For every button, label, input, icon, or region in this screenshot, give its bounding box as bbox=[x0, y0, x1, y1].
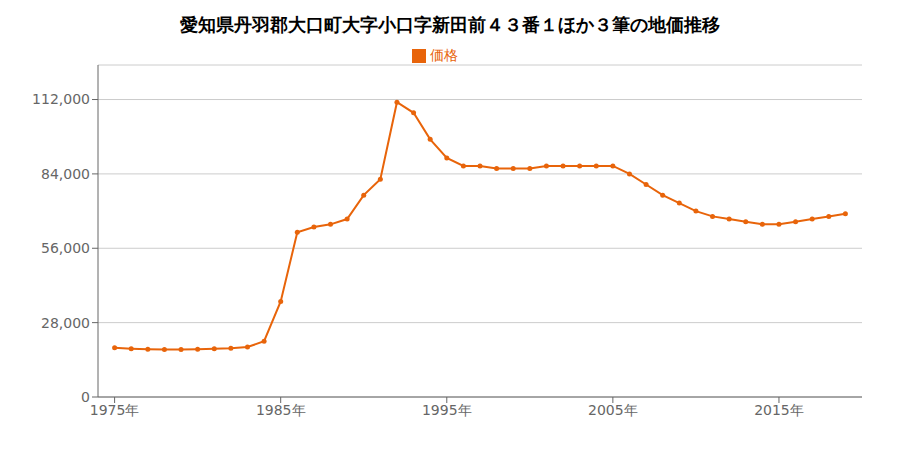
svg-text:1985年: 1985年 bbox=[256, 402, 306, 418]
html-text:価格: 価格 bbox=[430, 47, 458, 63]
html-text:愛知県丹羽郡大口町大字小口字新田前４３番１ほか３筆の地価推移: 愛知県丹羽郡大口町大字小口字新田前４３番１ほか３筆の地価推移 bbox=[180, 14, 720, 35]
svg-text:0: 0 bbox=[81, 389, 90, 405]
svg-text:28,000: 28,000 bbox=[41, 315, 90, 331]
svg-text:56,000: 56,000 bbox=[41, 240, 90, 256]
svg-text:1995年: 1995年 bbox=[422, 402, 472, 418]
svg-text:84,000: 84,000 bbox=[41, 166, 90, 182]
svg-text:112,000: 112,000 bbox=[32, 91, 90, 107]
svg-text:2005年: 2005年 bbox=[588, 402, 638, 418]
svg-text:1975年: 1975年 bbox=[90, 402, 140, 418]
svg-text:2015年: 2015年 bbox=[754, 402, 804, 418]
